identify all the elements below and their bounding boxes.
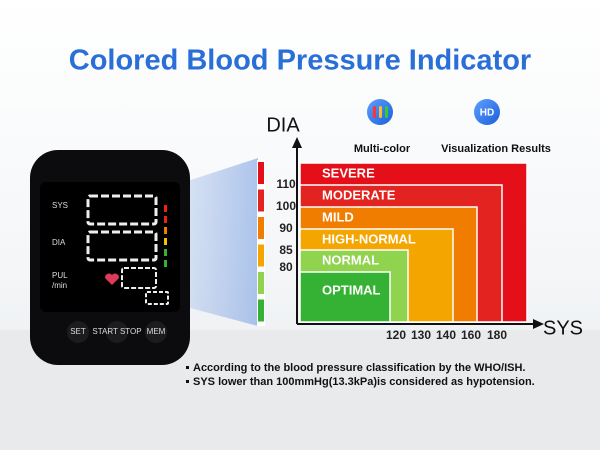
- level-label: HIGH-NORMAL: [322, 231, 416, 246]
- sys-label: SYS: [52, 201, 68, 210]
- feature-label: Multi-color: [354, 143, 411, 155]
- strip-segment: [258, 299, 264, 322]
- level-label: MODERATE: [322, 187, 396, 202]
- strip-segment: [258, 272, 264, 294]
- y-tick-label: 85: [279, 243, 293, 257]
- sys-digits: [86, 194, 158, 226]
- pul-label: PUL: [52, 271, 68, 280]
- y-tick-label: 100: [276, 199, 296, 213]
- heart-icon: [104, 273, 120, 285]
- y-tick-label: 90: [279, 221, 293, 235]
- device-screen: [40, 182, 180, 312]
- bullet: [186, 366, 189, 369]
- led: [164, 205, 167, 212]
- bullet: [186, 380, 189, 383]
- led: [164, 249, 167, 256]
- led: [164, 216, 167, 223]
- pul-digits: [121, 267, 157, 289]
- hd-icon-text: HD: [480, 108, 494, 119]
- button-label: START STOP: [92, 327, 141, 336]
- strip-segment: [258, 189, 264, 212]
- segment-display: [86, 194, 169, 305]
- button-label: MEM: [147, 327, 166, 336]
- level-area: [299, 271, 391, 323]
- button: [145, 321, 167, 343]
- x-axis-label: SYS: [543, 317, 583, 339]
- title: Colored Blood Pressure Indicator: [69, 45, 531, 77]
- x-tick-label: 180: [487, 328, 507, 342]
- hd-icon: [474, 99, 500, 125]
- y-axis-label: DIA: [266, 114, 300, 136]
- button: [67, 321, 89, 343]
- mem-digits: [145, 291, 169, 305]
- button: [106, 321, 128, 343]
- note: SYS lower than 100mmHg(13.3kPa)is consid…: [193, 376, 535, 388]
- dia-digits: [86, 230, 158, 262]
- y-tick-label: 80: [279, 260, 293, 274]
- indicator-strip: [257, 160, 265, 326]
- led: [164, 238, 167, 245]
- strip-segment: [258, 217, 264, 239]
- feature-label: Visualization Results: [441, 143, 551, 155]
- device: SYS DIA PUL /min SET START STOP MEM: [30, 150, 190, 365]
- level-label: SEVERE: [322, 165, 375, 180]
- icon-part: [385, 106, 388, 118]
- note: According to the blood pressure classifi…: [193, 362, 526, 374]
- strip-segment: [258, 162, 264, 184]
- x-tick-label: 130: [411, 328, 431, 342]
- dia-label: DIA: [52, 238, 66, 247]
- y-arrow: [292, 137, 302, 148]
- button-label: SET: [70, 327, 86, 336]
- x-arrow: [533, 319, 544, 329]
- level-label: MILD: [322, 209, 354, 224]
- pul-unit: /min: [52, 281, 67, 290]
- y-tick-label: 110: [276, 177, 296, 191]
- led: [164, 260, 167, 267]
- level-label: NORMAL: [322, 252, 379, 267]
- level-label: OPTIMAL: [322, 282, 381, 297]
- strip-segment: [258, 244, 264, 267]
- x-tick-label: 140: [436, 328, 456, 342]
- x-tick-label: 120: [386, 328, 406, 342]
- icon-part: [379, 106, 382, 118]
- led: [164, 227, 167, 234]
- x-tick-label: 160: [461, 328, 481, 342]
- icon-part: [373, 106, 376, 118]
